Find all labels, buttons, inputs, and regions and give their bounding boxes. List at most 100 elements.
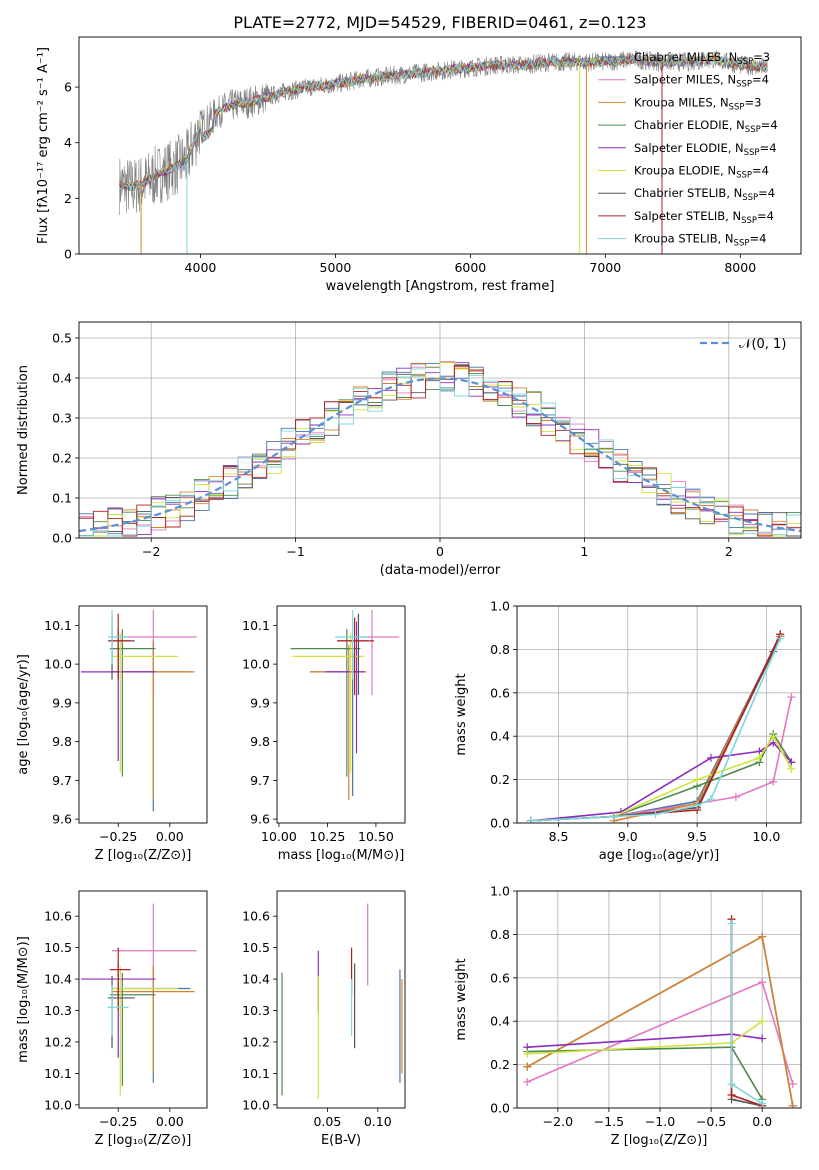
- weight_vs_Z-xtick-label: −2.0: [543, 1114, 573, 1129]
- legend-label: Chabrier ELODIE, NSSP=4: [634, 118, 778, 135]
- weight-line-salpeter-elodie: [530, 741, 792, 822]
- spectrum-ytick-label: 4: [64, 135, 72, 150]
- model-spectrum-salpeter-elodie: [119, 55, 768, 191]
- weight_vs_age-xtick-label: 9.5: [687, 829, 707, 844]
- weight_vs_Z-panel: −2.0 −1.5 −1.0 −0.5 0.0 0.0 0.2 0.4 0.6 0.8 1.0 Z […: [454, 884, 802, 1148]
- spectrum-marks: [119, 50, 768, 254]
- spectrum-xtick-label: 8000: [724, 260, 756, 275]
- mass_vs_Z-ytick-label: 10.3: [44, 1003, 72, 1018]
- weight-marker: [758, 932, 767, 941]
- weight-marker: [769, 777, 778, 786]
- weight_vs_age-marks: [526, 630, 796, 823]
- age_vs_Z-ytick-label: 10.1: [44, 618, 72, 633]
- figure-title: PLATE=2772, MJD=54529, FIBERID=0461, z=0…: [233, 13, 646, 32]
- weight_vs_Z-xlabel: Z [log₁₀(Z/Z⊙)]: [611, 1133, 708, 1148]
- weight-marker: [787, 693, 796, 702]
- weight_vs_Z-xtick-label: −1.0: [645, 1114, 675, 1129]
- legend-label: Salpeter ELODIE, NSSP=4: [634, 141, 777, 158]
- axes-frame: [516, 890, 802, 1109]
- legend-subscript: SSP: [736, 171, 752, 181]
- legend-label-rest: =4: [760, 141, 777, 155]
- chart-layer: 4000 5000 6000 7000 8000 0 2 4 6 wavelength [Angs…: [16, 36, 802, 1148]
- age_vs_mass-ytick-label: 9.8: [250, 734, 270, 749]
- residuals-xtick-label: 0: [436, 544, 444, 559]
- mass_vs_Z-xlabel: Z [log₁₀(Z/Z⊙)]: [95, 1133, 192, 1148]
- axes-frame: [78, 321, 802, 539]
- model-spectrum-kroupa-stelib: [119, 53, 768, 191]
- weight-marker: [526, 816, 535, 823]
- weight_vs_age-xtick-label: 10.0: [752, 829, 780, 844]
- legend-subscript: SSP: [744, 148, 760, 158]
- weight-line-kroupa-stelib: [530, 638, 781, 822]
- legend-label-rest: =4: [757, 209, 774, 223]
- weight-marker: [788, 1101, 797, 1108]
- weight-marker: [693, 801, 702, 810]
- weight-marker: [727, 1080, 736, 1089]
- age_vs_Z-panel: −0.25 0.00 9.6 9.7 9.8 9.9 10.0 10.1 Z [log₁₀(Z/…: [16, 605, 208, 863]
- spectrum-xtick-label: 4000: [185, 260, 217, 275]
- mass_vs_ebv-panel: 0.05 0.10 10.0 10.1 10.2 10.3 10.4 10.5 10.6 E(B-…: [242, 890, 406, 1148]
- legend-subscript: SSP: [737, 57, 753, 67]
- weight_vs_Z-ytick-label: 0.4: [490, 1014, 510, 1029]
- axes-frame: [276, 890, 406, 1109]
- residuals-ytick-label: 0.2: [52, 451, 72, 466]
- legend-subscript: SSP: [734, 239, 750, 249]
- weight_vs_age-ytick-label: 0.6: [490, 685, 510, 700]
- mass_vs_Z-ytick-label: 10.5: [44, 940, 72, 955]
- legend-label: 𝒩(0, 1): [739, 337, 786, 352]
- weight_vs_age-xtick-label: 8.5: [549, 829, 569, 844]
- mass_vs_Z-ytick-label: 10.4: [44, 972, 72, 987]
- mass_vs_ebv-ytick-label: 10.1: [242, 1066, 270, 1081]
- spectrum-ylabel: Flux [fλ10⁻¹⁷ erg cm⁻² s⁻¹ A⁻¹]: [36, 47, 51, 244]
- mass_vs_Z-xtick-label: −0.25: [99, 1114, 137, 1129]
- age_vs_mass-ytick-label: 9.7: [250, 773, 270, 788]
- residuals-ytick-label: 0.4: [52, 371, 72, 386]
- weight-marker: [776, 634, 785, 643]
- mass_vs_Z-ytick-label: 10.6: [44, 909, 72, 924]
- mass_vs_ebv-ytick-label: 10.2: [242, 1034, 270, 1049]
- legend-label: Salpeter STELIB, NSSP=4: [634, 209, 774, 226]
- mass_vs_ebv-xtick-label: 0.10: [364, 1114, 392, 1129]
- age_vs_mass-ytick-label: 9.9: [250, 695, 270, 710]
- age_vs_mass-xlabel: mass [log₁₀(M/M⊙)]: [278, 848, 405, 863]
- age_vs_mass-xtick-label: 10.00: [261, 829, 297, 844]
- mass_vs_ebv-ytick-label: 10.6: [242, 909, 270, 924]
- weight-marker: [706, 753, 715, 762]
- weight_vs_age-ytick-label: 0.8: [490, 642, 510, 657]
- mass_vs_Z-ytick-label: 10.0: [44, 1097, 72, 1112]
- age_vs_Z-ytick-label: 9.7: [52, 773, 72, 788]
- age_vs_mass-panel: 10.00 10.25 10.50 9.6 9.7 9.8 9.9 10.0 10.1 mass …: [242, 605, 406, 863]
- legend-label-rest: =4: [752, 73, 769, 87]
- weight_vs_Z-marks: [523, 915, 797, 1108]
- legend-label: Salpeter MILES, NSSP=4: [634, 73, 769, 90]
- residuals-ytick-label: 0.3: [52, 411, 72, 426]
- weight_vs_age-panel: 8.5 9.0 9.5 10.0 0.0 0.2 0.4 0.6 0.8 1.0 age [log₁…: [454, 599, 802, 863]
- legend-label: Kroupa ELODIE, NSSP=4: [634, 164, 769, 181]
- legend-label: Kroupa STELIB, NSSP=4: [634, 232, 766, 249]
- axes-frame: [78, 605, 208, 824]
- mass_vs_Z-marks: [81, 903, 197, 1096]
- weight-marker: [651, 810, 660, 819]
- legend-label-rest: =4: [758, 186, 775, 200]
- weight_vs_Z-xtick-label: −1.5: [594, 1114, 624, 1129]
- weight-marker: [788, 1080, 797, 1089]
- weight_vs_Z-ytick-label: 0.8: [490, 927, 510, 942]
- mass_vs_Z-ytick-label: 10.1: [44, 1066, 72, 1081]
- residuals-ylabel: Normed distribution: [16, 365, 31, 495]
- weight-marker: [609, 812, 618, 821]
- weight-marker: [731, 792, 740, 801]
- spectrum-panel: 4000 5000 6000 7000 8000 0 2 4 6 wavelength [Angs…: [36, 36, 802, 294]
- legend-label: Chabrier MILES, NSSP=3: [634, 50, 770, 67]
- weight_vs_age-xlabel: age [log₁₀(age/yr)]: [599, 848, 720, 863]
- residuals-marks: [79, 360, 801, 537]
- weight_vs_age-xtick-label: 9.0: [618, 829, 638, 844]
- weight_vs_age-ytick-label: 0.0: [490, 816, 510, 831]
- legend-subscript: SSP: [745, 125, 761, 135]
- spectrum-xtick-label: 7000: [589, 260, 621, 275]
- mass_vs_ebv-xlabel: E(B-V): [321, 1133, 361, 1148]
- model-spectrum-salpeter-stelib: [119, 54, 768, 190]
- age_vs_mass-ytick-label: 10.0: [242, 657, 270, 672]
- age_vs_Z-xlabel: Z [log₁₀(Z/Z⊙)]: [95, 848, 192, 863]
- legend-subscript: SSP: [741, 216, 757, 226]
